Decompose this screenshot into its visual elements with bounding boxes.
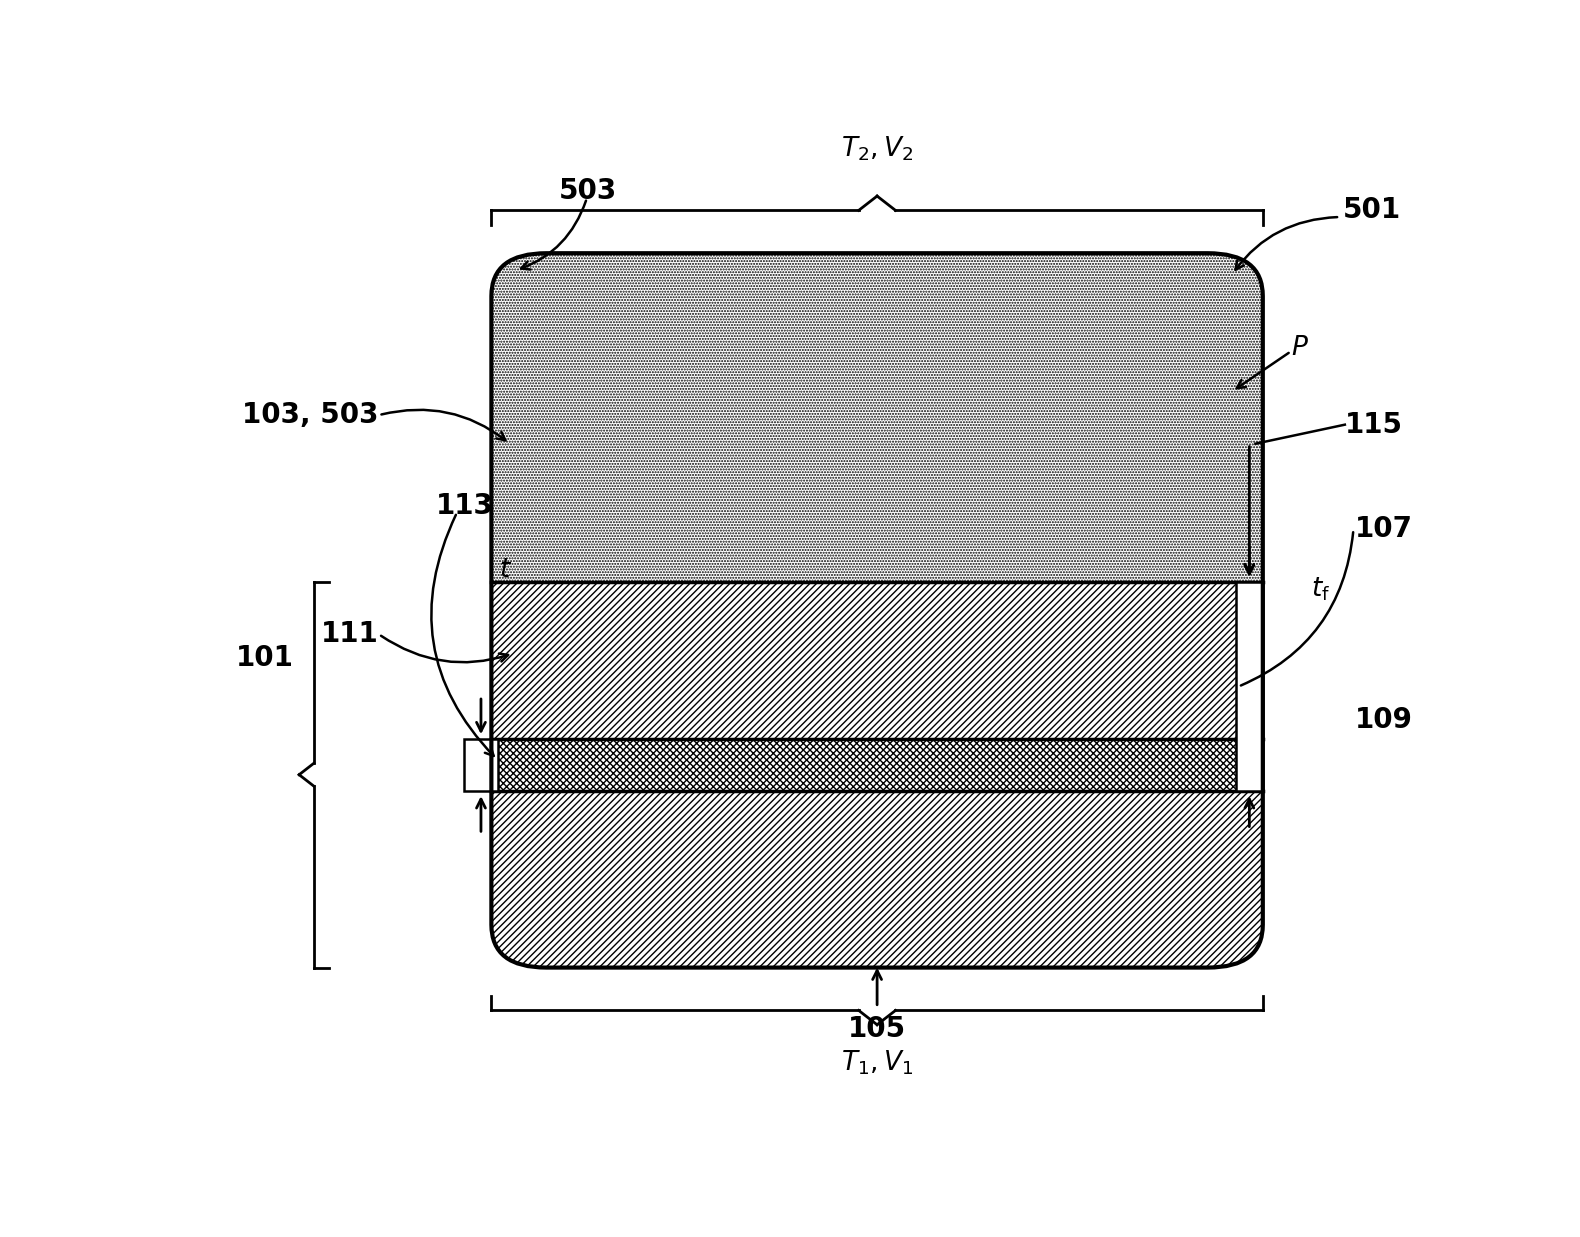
Text: 115: 115 <box>1345 411 1403 439</box>
Text: 101: 101 <box>235 644 294 672</box>
Text: 109: 109 <box>1354 706 1413 734</box>
Text: 501: 501 <box>1343 197 1400 224</box>
Bar <box>1236 581 1262 792</box>
Text: $t_\mathrm{f}$: $t_\mathrm{f}$ <box>1311 575 1330 604</box>
Bar <box>491 792 1262 967</box>
Text: 107: 107 <box>1354 516 1413 543</box>
Text: $P$: $P$ <box>1291 335 1308 361</box>
Bar <box>491 254 1262 581</box>
Text: 503: 503 <box>559 177 616 205</box>
Text: $t$: $t$ <box>499 558 512 584</box>
Bar <box>491 581 1262 738</box>
Bar <box>491 738 1262 792</box>
Text: 111: 111 <box>321 620 379 648</box>
Text: 103, 503: 103, 503 <box>242 401 379 429</box>
FancyBboxPatch shape <box>491 254 1262 967</box>
Text: $T_2, V_2$: $T_2, V_2$ <box>841 135 913 163</box>
Text: 113: 113 <box>436 491 495 520</box>
Bar <box>465 738 498 792</box>
Text: 105: 105 <box>848 1016 907 1044</box>
Text: $T_1, V_1$: $T_1, V_1$ <box>841 1049 913 1077</box>
